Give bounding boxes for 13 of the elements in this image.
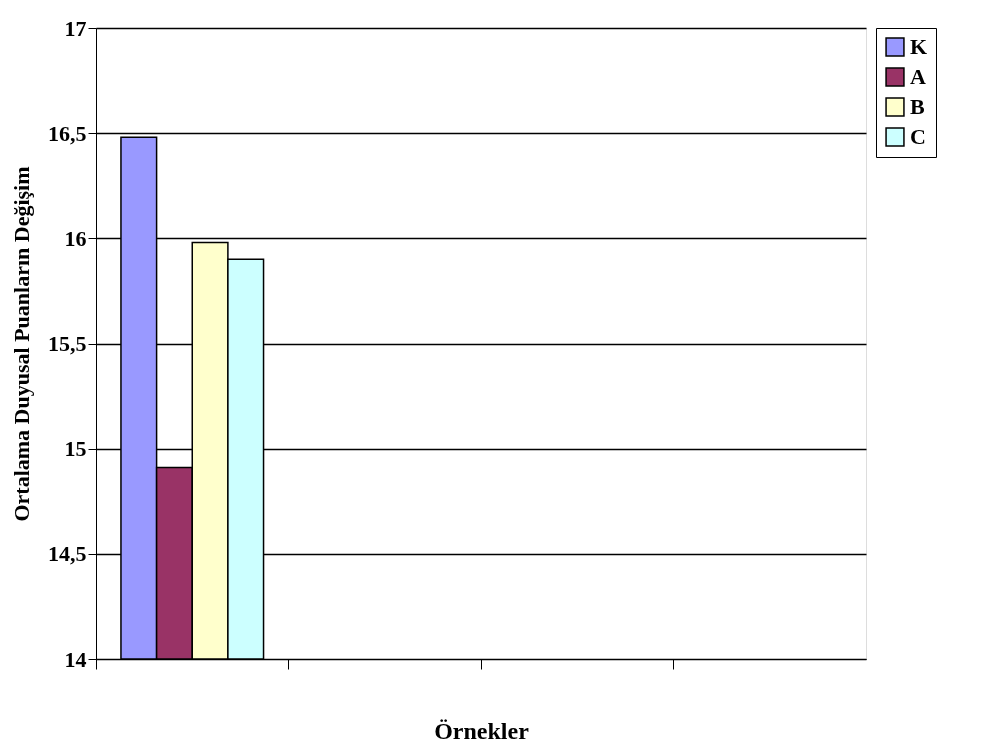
y-axis-title: Ortalama Duyusal Puanların Değişim	[9, 166, 34, 522]
y-tick-label: 16,5	[48, 120, 87, 146]
y-tick-label: 16	[64, 225, 87, 251]
y-tick-label: 14	[64, 646, 87, 672]
y-tick-label: 15,5	[48, 331, 87, 356]
legend-label: K	[910, 34, 928, 59]
y-tick-label: 14,5	[48, 541, 87, 567]
x-axis-title: Örnekler	[434, 718, 530, 744]
legend-label: A	[910, 64, 926, 89]
legend-label: C	[910, 124, 926, 149]
y-tick-label: 17	[64, 15, 87, 41]
legend-label: B	[910, 94, 925, 119]
y-tick-label: 15	[64, 436, 87, 462]
